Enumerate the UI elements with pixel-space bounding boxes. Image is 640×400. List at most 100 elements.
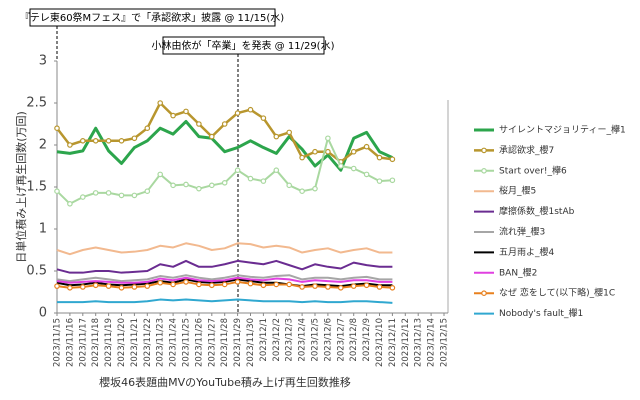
series-marker [118, 138, 125, 144]
series-marker [196, 185, 202, 192]
series-marker [67, 142, 73, 148]
series-marker [209, 182, 215, 189]
series-line [57, 298, 393, 304]
x-tick-label: 2023/12/13 [414, 318, 424, 367]
series-marker [131, 284, 138, 290]
series-marker [260, 282, 267, 289]
series-line [56, 276, 393, 284]
x-tick-label: 2023/11/23 [156, 318, 166, 367]
x-tick-label: 2023/11/29 [233, 318, 243, 367]
chart-title: 櫻坂46表題曲MVのYouTube積み上げ再生回数推移 [99, 375, 351, 389]
x-tick-label: 2023/11/26 [194, 318, 204, 367]
series-marker [67, 201, 73, 207]
y-tick-label: 3 [39, 54, 47, 69]
x-tick-label: 2023/12/2 [272, 318, 282, 362]
series-marker [234, 110, 241, 116]
series-marker [337, 163, 344, 169]
series-marker [105, 283, 112, 289]
series-line [56, 119, 394, 172]
series-marker [325, 148, 331, 155]
series-marker [170, 112, 176, 119]
x-tick-label: 2023/12/6 [323, 318, 333, 362]
series-marker [376, 154, 383, 161]
x-tick-label: 2023/12/1 [259, 318, 269, 362]
series-marker [350, 148, 357, 155]
y-tick-label: 0 [39, 306, 47, 321]
series-marker [363, 143, 370, 150]
series-marker [131, 192, 138, 199]
series-marker [337, 284, 344, 291]
series-marker [221, 180, 228, 186]
x-tick-label: 2023/12/12 [401, 318, 411, 367]
series-marker [247, 175, 254, 182]
legend-label: なぜ 恋をして(以下略)_櫻1C [499, 287, 615, 299]
series-marker [312, 283, 318, 289]
series-marker [389, 177, 396, 184]
x-tick-label: 2023/11/15 [53, 318, 63, 367]
x-tick-label: 2023/12/3 [285, 318, 295, 362]
series-marker [118, 284, 125, 291]
series-marker [221, 121, 228, 127]
legend-label: 摩擦係数_櫻1stAb [499, 205, 575, 217]
series-marker [157, 100, 164, 106]
y-tick-label: 2.5 [26, 96, 47, 111]
series-marker [105, 138, 112, 144]
legend-marker [481, 168, 487, 174]
series-marker [80, 194, 86, 200]
series-marker [350, 283, 357, 289]
legend-label: Nobody's fault_欅1 [499, 308, 583, 319]
x-tick-label: 2023/12/8 [349, 318, 359, 362]
x-tick-label: 2023/12/7 [336, 318, 346, 362]
series-marker [299, 284, 305, 290]
series-marker [312, 185, 318, 192]
series-marker [157, 171, 164, 178]
x-tick-label: 2023/12/14 [427, 318, 437, 367]
x-tick-label: 2023/11/20 [117, 318, 127, 367]
y-tick-label: 1 [39, 222, 47, 237]
series-marker [389, 284, 396, 291]
series-line [56, 274, 393, 283]
legend-label: 桜月_櫻5 [499, 185, 536, 197]
y-tick-label: 2 [39, 138, 47, 153]
series-marker [260, 115, 267, 121]
x-tick-label: 2023/12/5 [311, 318, 321, 362]
series-marker [234, 279, 241, 285]
legend-marker [481, 147, 487, 154]
series-marker [105, 190, 112, 196]
series-marker [286, 182, 293, 189]
series-line [56, 259, 393, 274]
series-marker [183, 108, 189, 115]
series-marker [196, 281, 202, 288]
series-marker [389, 156, 396, 163]
x-tick-label: 2023/11/22 [143, 318, 153, 367]
legend-label: 承認欲求_櫻7 [499, 144, 554, 156]
x-tick-label: 2023/12/10 [375, 318, 385, 367]
x-tick-label: 2023/12/15 [440, 318, 450, 367]
series-marker [92, 138, 99, 144]
series-marker [170, 281, 176, 288]
x-tick-label: 2023/11/16 [65, 318, 75, 367]
series-marker [299, 154, 305, 161]
legend-label: 五月雨よ_櫻4 [499, 246, 555, 258]
annotation-box [162, 36, 325, 55]
x-tick-label: 2023/11/25 [182, 318, 192, 367]
series-marker [273, 281, 280, 288]
legend-label: サイレントマジョリティー_欅1 [499, 125, 626, 136]
series-marker [363, 282, 370, 289]
x-tick-label: 2023/12/11 [388, 318, 398, 367]
series-marker [260, 178, 267, 184]
series-marker [54, 283, 60, 289]
series-marker [221, 281, 228, 288]
series-marker [183, 279, 189, 285]
series-marker [376, 284, 383, 290]
x-tick-label: 2023/11/18 [91, 318, 101, 367]
legend-label: 流れ弾_櫻3 [499, 226, 545, 238]
x-tick-label: 2023/11/21 [130, 318, 140, 367]
series-marker [157, 279, 164, 286]
series-marker [325, 284, 331, 290]
series-line [56, 242, 393, 256]
x-tick-label: 2023/11/19 [104, 318, 114, 367]
series-marker [80, 138, 86, 144]
legend-marker [481, 290, 487, 297]
